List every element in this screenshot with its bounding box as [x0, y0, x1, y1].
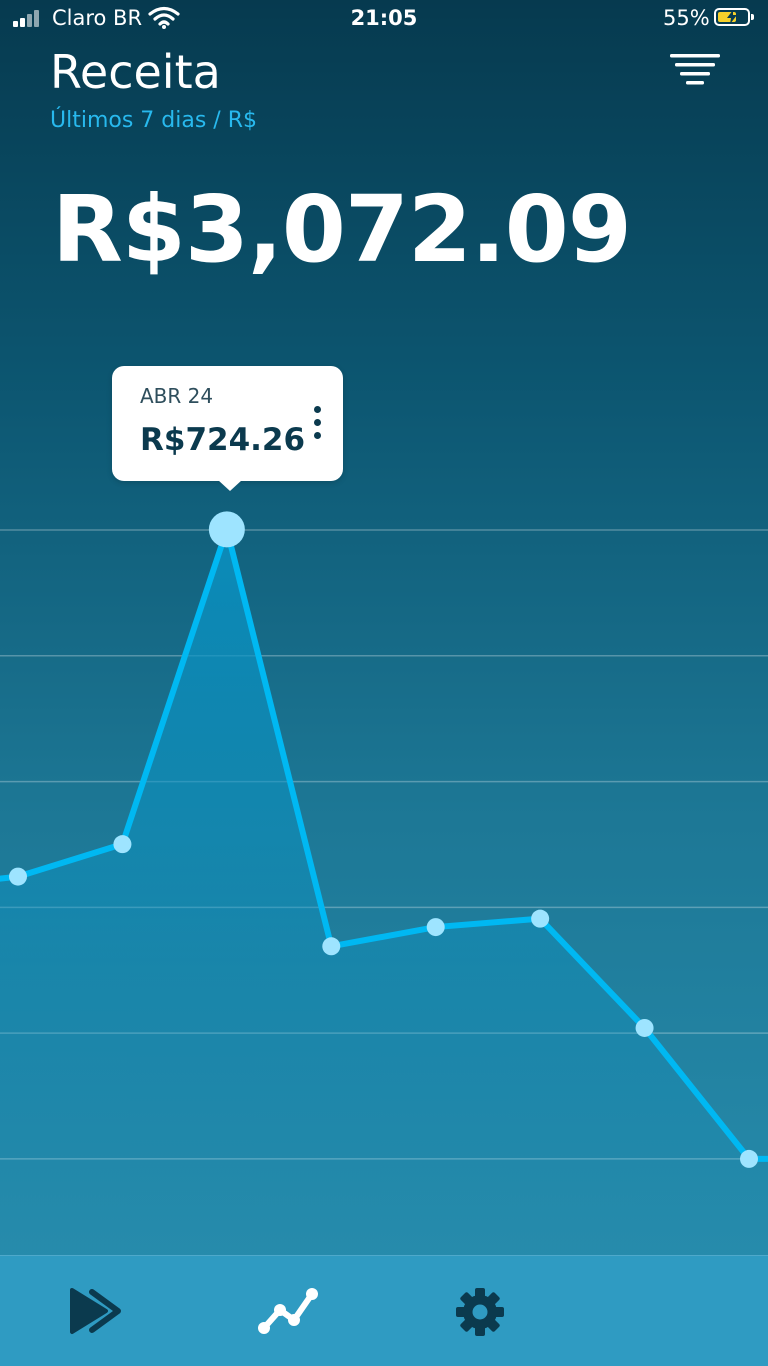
play-forward-icon: [70, 1288, 121, 1334]
wifi-icon: [148, 6, 180, 29]
chart-area-fill: [0, 529, 768, 1255]
clock: 21:05: [350, 6, 418, 30]
chart-point[interactable]: [635, 1018, 654, 1037]
chart-series-line: [0, 526, 768, 1162]
chart-point-selected[interactable]: [208, 511, 245, 548]
total-revenue-amount: R$3,072.09: [52, 176, 632, 283]
chart-point[interactable]: [113, 835, 132, 854]
tab-dashboard[interactable]: [0, 1256, 192, 1366]
carrier-name: Claro BR: [52, 6, 143, 30]
chart-point[interactable]: [322, 937, 341, 956]
tab-profile[interactable]: MB: [576, 1256, 768, 1366]
gear-icon: [456, 1288, 504, 1336]
chart-point[interactable]: [9, 867, 27, 886]
filter-button[interactable]: [668, 52, 722, 92]
signal-strength-icon: [13, 10, 45, 27]
tooltip-value: R$724.26: [140, 422, 306, 458]
tab-settings[interactable]: [384, 1256, 576, 1366]
more-vertical-icon[interactable]: [310, 406, 326, 440]
trend-line-icon: [258, 1288, 318, 1334]
filter-lines-icon: [670, 54, 720, 85]
page-title: Receita: [50, 45, 221, 99]
data-point-tooltip: ABR 24 R$724.26: [112, 366, 343, 491]
tab-revenue-trend[interactable]: [192, 1256, 384, 1366]
chart-point[interactable]: [531, 909, 550, 928]
chart-point[interactable]: [740, 1149, 758, 1168]
revenue-line-chart: [0, 511, 768, 1255]
battery-icon: [714, 8, 754, 26]
battery-percentage: 55%: [663, 6, 710, 30]
bottom-tab-bar: MB: [0, 1255, 768, 1366]
status-bar: Claro BR 21:05 55%: [0, 0, 768, 40]
tooltip-date: ABR 24: [140, 384, 214, 408]
date-range-subtitle[interactable]: Últimos 7 dias / R$: [50, 108, 257, 133]
chart-point[interactable]: [426, 918, 445, 937]
